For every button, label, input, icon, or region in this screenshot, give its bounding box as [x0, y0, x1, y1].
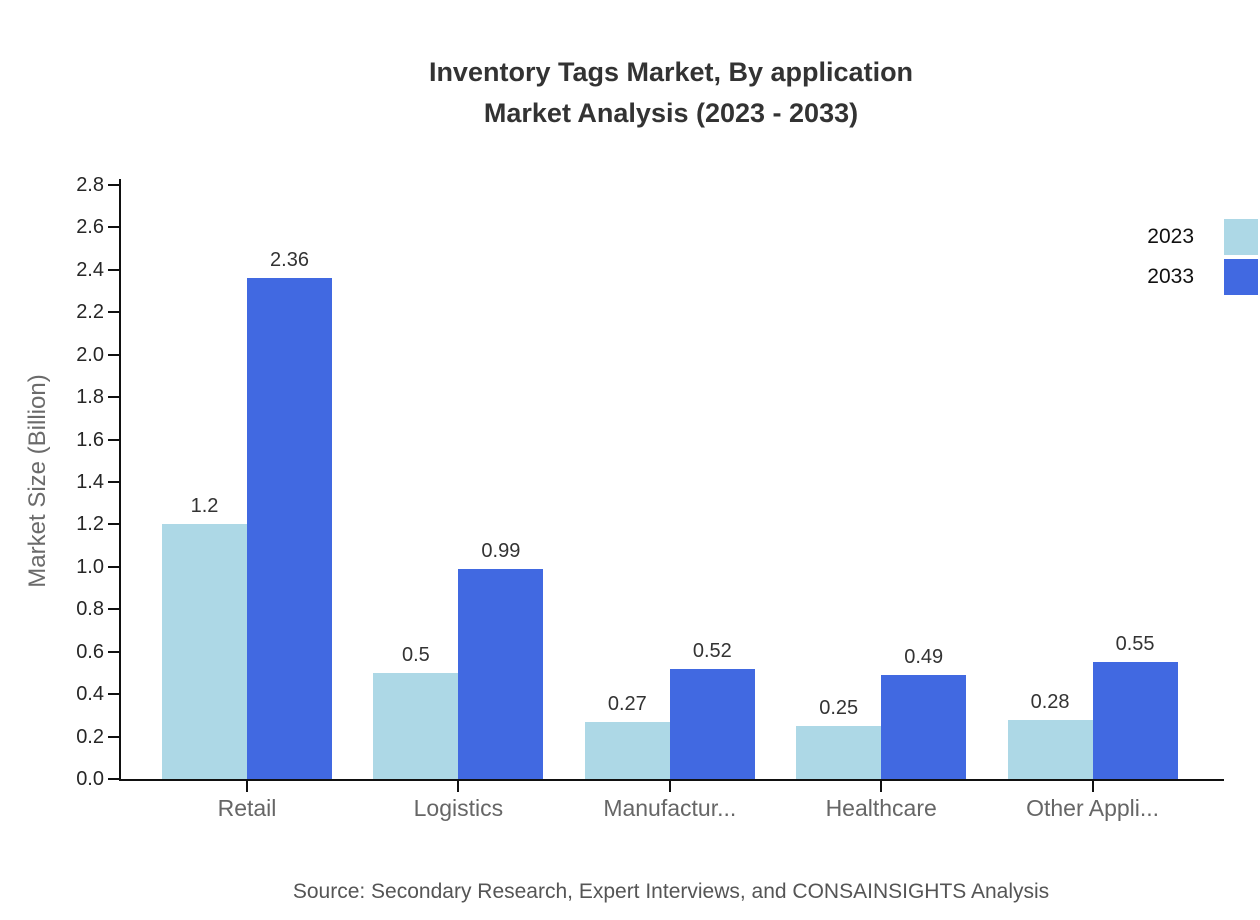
- y-axis-line: [119, 179, 121, 781]
- legend-swatch: [1224, 219, 1258, 255]
- legend-swatch: [1224, 259, 1258, 295]
- value-label: 0.49: [904, 646, 944, 669]
- y-tick-mark: [108, 565, 120, 568]
- chart-title-line2: Market Analysis (2023 - 2033): [483, 98, 859, 128]
- chart-title: Inventory Tags Market, By application Ma…: [120, 52, 1222, 134]
- y-tick-label: 0.0: [76, 768, 104, 790]
- y-tick-label: 0.8: [76, 598, 104, 621]
- x-tick-mark: [457, 781, 460, 792]
- chart-title-line1: Inventory Tags Market, By application: [428, 57, 914, 87]
- value-label: 0.99: [481, 539, 521, 562]
- y-tick-mark: [108, 650, 120, 653]
- value-label: 0.27: [607, 692, 647, 715]
- legend-item-2033: 2033: [1147, 259, 1258, 295]
- y-tick-mark: [108, 778, 120, 780]
- bar-2023-Logistics: [373, 672, 459, 779]
- x-tick-mark: [668, 781, 671, 792]
- x-axis-label: Other Appli...: [1026, 795, 1160, 821]
- x-tick-mark: [1091, 781, 1094, 792]
- bar-2033-Manufactur...: [669, 668, 755, 779]
- value-label: 0.5: [401, 643, 430, 666]
- value-label: 0.52: [692, 639, 732, 662]
- bar-2033-Healthcare: [881, 675, 967, 779]
- y-tick-mark: [108, 184, 120, 186]
- y-tick-label: 0.4: [76, 683, 104, 706]
- x-axis-label: Manufactur...: [603, 795, 737, 821]
- bar-2033-Other Appli...: [1092, 662, 1178, 779]
- y-tick-mark: [108, 353, 120, 356]
- y-tick-label: 2.6: [76, 216, 104, 239]
- legend-label: 2033: [1147, 265, 1194, 288]
- source-text: Source: Secondary Research, Expert Inter…: [292, 880, 1050, 903]
- y-tick-mark: [108, 608, 120, 611]
- bar-2033-Retail: [247, 278, 332, 779]
- y-tick-label: 1.0: [76, 555, 104, 578]
- y-tick-mark: [108, 735, 120, 738]
- value-label: 1.2: [190, 495, 219, 518]
- legend-label: 2023: [1147, 225, 1194, 248]
- x-axis-label: Retail: [217, 795, 277, 821]
- bar-2023-Retail: [162, 524, 247, 779]
- y-tick-mark: [108, 311, 120, 314]
- x-tick-mark: [880, 781, 883, 792]
- bar-2023-Other Appli...: [1007, 719, 1093, 779]
- y-tick-mark: [108, 268, 120, 271]
- bar-2023-Healthcare: [796, 725, 882, 779]
- y-tick-label: 2.2: [76, 301, 104, 324]
- legend: 2023 2033: [1147, 219, 1258, 295]
- bar-2023-Manufactur...: [584, 721, 670, 779]
- y-tick-label: 1.6: [76, 428, 104, 451]
- y-tick-label: 1.8: [76, 386, 104, 409]
- y-tick-mark: [108, 693, 120, 696]
- x-tick-mark: [246, 781, 248, 792]
- x-axis-label: Logistics: [413, 795, 504, 821]
- value-label: 0.28: [1030, 690, 1070, 713]
- value-label: 2.36: [270, 249, 309, 272]
- y-tick-label: 0.6: [76, 640, 104, 663]
- bar-2033-Logistics: [458, 568, 544, 779]
- x-axis-line: [119, 779, 1224, 781]
- y-tick-mark: [108, 226, 120, 229]
- value-label: 0.55: [1115, 633, 1155, 656]
- y-tick-label: 2.0: [76, 343, 104, 366]
- y-tick-label: 0.2: [76, 725, 104, 748]
- y-tick-mark: [108, 523, 120, 526]
- y-tick-label: 1.4: [76, 471, 104, 493]
- legend-item-2023: 2023: [1147, 219, 1258, 255]
- y-tick-mark: [108, 481, 120, 483]
- y-tick-mark: [108, 396, 120, 399]
- y-tick-label: 2.8: [76, 174, 104, 196]
- y-tick-label: 2.4: [76, 258, 104, 281]
- y-tick-label: 1.2: [76, 513, 104, 536]
- x-axis-label: Healthcare: [825, 795, 937, 821]
- y-tick-mark: [108, 438, 120, 441]
- value-label: 0.25: [819, 696, 859, 719]
